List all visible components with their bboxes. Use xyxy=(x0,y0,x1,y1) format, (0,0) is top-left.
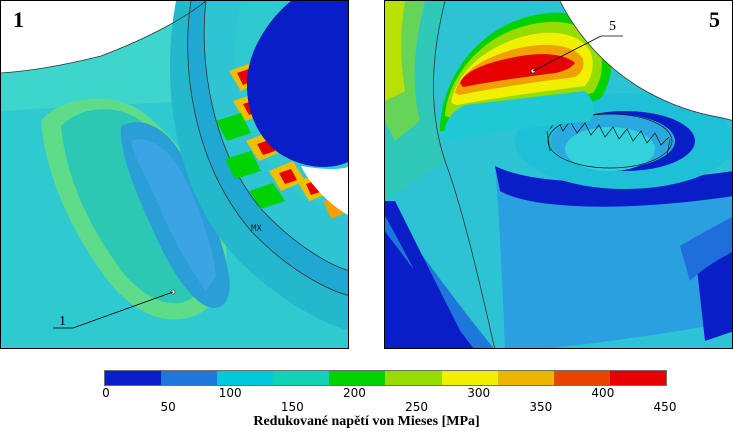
scale-segment xyxy=(105,371,162,385)
scale-segment xyxy=(329,371,386,385)
callout-label-1: 1 xyxy=(59,314,66,329)
scale-segment xyxy=(497,371,554,385)
max-stress-marker: MX xyxy=(251,224,262,234)
stress-plot-detail-5: 5 5 xyxy=(384,0,733,349)
hotspot-cells xyxy=(216,63,348,219)
scale-segment xyxy=(441,371,498,385)
scale-segment xyxy=(553,371,610,385)
scale-segment xyxy=(161,371,218,385)
panel-number-right: 5 xyxy=(709,7,720,32)
scale-segment xyxy=(609,371,666,385)
scale-segment xyxy=(217,371,274,385)
stress-band xyxy=(440,12,612,141)
scale-segment xyxy=(273,371,330,385)
scale-segment xyxy=(385,371,442,385)
stress-color-scale xyxy=(104,370,667,386)
scale-tick-label: 100 xyxy=(218,386,242,400)
scale-tick-label: 400 xyxy=(591,386,615,400)
scale-tick-label: 300 xyxy=(467,386,491,400)
scale-tick-label: 250 xyxy=(405,400,428,414)
scale-tick-label: 200 xyxy=(342,386,366,400)
fem-stress-render-left: 1 MX xyxy=(1,1,348,348)
scale-tick-label: 50 xyxy=(160,400,176,414)
scale-tick-label: 450 xyxy=(653,400,677,414)
fem-stress-render-right: 5 xyxy=(385,1,732,348)
scale-title: Redukované napětí von Mieses [MPa] xyxy=(253,414,480,429)
scale-tick-label: 0 xyxy=(102,386,110,400)
scale-tick-label: 150 xyxy=(280,400,304,414)
stress-plot-detail-1: 1 MX 1 xyxy=(0,0,349,349)
panel-number-left: 1 xyxy=(13,7,24,32)
callout-label-5: 5 xyxy=(609,19,616,34)
scale-tick-label: 350 xyxy=(529,400,553,414)
